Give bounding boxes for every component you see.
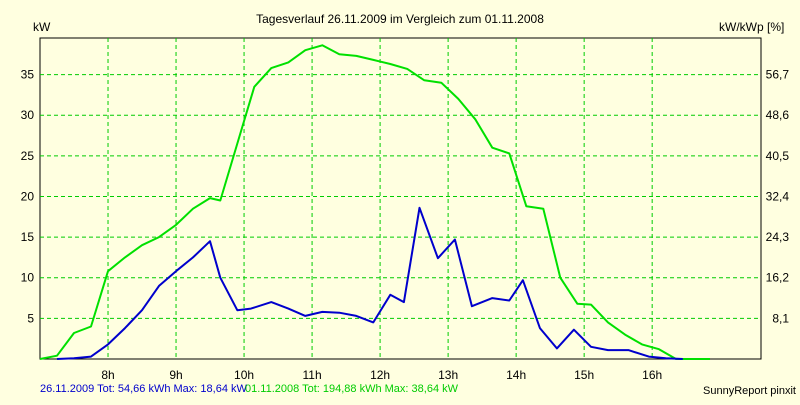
- y-tick-label-right: 40,5: [766, 149, 790, 163]
- y-tick-label-left: 30: [21, 108, 35, 122]
- y-tick-label-left: 20: [21, 189, 35, 203]
- plot-area: [39, 37, 762, 360]
- series-line-1: [56, 206, 683, 360]
- x-tick-label: 12h: [370, 368, 390, 382]
- y-tick-label-left: 5: [27, 311, 34, 325]
- y-axis-label-left: kW: [33, 20, 51, 34]
- legend-series-1: 26.11.2009 Tot: 54,66 kWh Max: 18,64 kW: [40, 383, 247, 395]
- y-tick-label-right: 16,2: [766, 271, 790, 285]
- x-tick-label: 16h: [642, 368, 662, 382]
- tick-labels: 8h 9h 10h 11h 12h 13h 14h 15h 16h 5 10 15 20 25 30 35 8,…: [21, 68, 790, 382]
- series-line-2: [39, 44, 710, 360]
- y-tick-label-right: 48,6: [766, 108, 790, 122]
- y-tick-label-right: 8,1: [772, 311, 789, 325]
- y-tick-label-right: 24,3: [766, 230, 790, 244]
- grid: [40, 38, 761, 359]
- x-tick-label: 13h: [438, 368, 458, 382]
- x-tick-label: 15h: [574, 368, 594, 382]
- x-tick-label: 8h: [101, 368, 114, 382]
- y-tick-label-left: 35: [21, 68, 35, 82]
- y-tick-label-left: 15: [21, 230, 35, 244]
- legend-series-2: 01.11.2008 Tot: 194,88 kWh Max: 38,64 kW: [245, 383, 459, 395]
- chart-title: Tagesverlauf 26.11.2009 im Vergleich zum…: [256, 12, 544, 26]
- x-tick-label: 10h: [234, 368, 254, 382]
- x-tick-label: 9h: [169, 368, 182, 382]
- footer-credit: SunnyReport pinxit: [703, 385, 796, 397]
- y-tick-label-right: 32,4: [766, 189, 790, 203]
- x-tick-label: 14h: [506, 368, 526, 382]
- y-axis-label-right: kW/kWp [%]: [719, 20, 784, 34]
- x-tick-label: 11h: [303, 368, 322, 382]
- y-tick-label-left: 25: [21, 149, 35, 163]
- y-tick-label-left: 10: [21, 271, 35, 285]
- y-tick-label-right: 56,7: [766, 68, 790, 82]
- series-layer: [39, 44, 710, 360]
